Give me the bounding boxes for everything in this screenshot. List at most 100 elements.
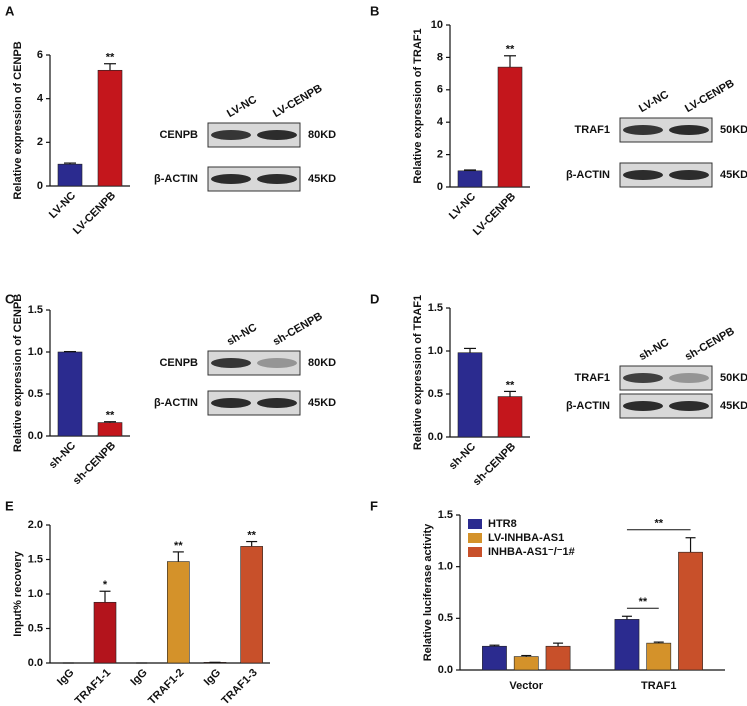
y-tick-label: 0.0	[28, 657, 43, 669]
panel-letter: D	[370, 291, 379, 306]
x-tick-label: sh-NC	[447, 441, 478, 472]
blot-size-label: 80KD	[308, 357, 336, 369]
blot-band	[257, 174, 297, 184]
legend-label: INHBA-AS1⁻/⁻1#	[488, 546, 575, 558]
x-tick-label: LV-CENPB	[471, 191, 518, 238]
panel-letter: E	[5, 498, 14, 513]
blot-band	[669, 373, 709, 383]
x-tick-label: sh-CENPB	[71, 440, 118, 487]
annotation: **	[106, 410, 115, 422]
blot-strip	[207, 350, 301, 376]
bar	[678, 551, 703, 671]
y-tick-label: 0.5	[28, 622, 43, 634]
blot-size-label: 50KD	[720, 372, 747, 384]
x-tick-label: sh-CENPB	[471, 441, 518, 488]
y-tick-label: 6	[37, 49, 43, 61]
bar	[614, 619, 640, 671]
bar	[482, 645, 507, 671]
lane-label: sh-CENPB	[683, 325, 737, 363]
y-axis-label: Relative expression of TRAF1	[412, 28, 424, 183]
lane-label: LV-NC	[637, 89, 671, 116]
lane-label: LV-NC	[225, 94, 259, 121]
lane-label: LV-CENPB	[271, 82, 325, 120]
bar	[513, 656, 539, 671]
y-tick-label: 0.0	[438, 664, 453, 676]
blot-band	[669, 125, 709, 135]
bar	[457, 352, 483, 438]
blot-band	[211, 358, 251, 368]
y-tick-label: 1.5	[428, 302, 443, 314]
y-tick-label: 4	[37, 93, 44, 105]
blot-band	[623, 373, 663, 383]
legend-label: HTR8	[488, 518, 517, 530]
bar	[646, 642, 672, 671]
x-tick-label: LV-NC	[47, 190, 78, 221]
blot-band	[257, 398, 297, 408]
bar	[457, 170, 483, 188]
x-tick-label: LV-CENPB	[71, 190, 118, 237]
y-tick-label: 8	[437, 51, 443, 63]
annotation: **	[506, 44, 515, 56]
y-axis-label: Input% recovery	[12, 550, 24, 636]
y-axis-label: Relative expression of CENPB	[12, 294, 24, 452]
x-tick-label: LV-NC	[447, 191, 478, 222]
annotation: *	[103, 579, 108, 591]
bar	[240, 546, 263, 664]
blot-band	[211, 130, 251, 140]
panel-letter: C	[5, 291, 15, 306]
blot-band	[211, 174, 251, 184]
x-tick-label: TRAF1	[641, 680, 676, 692]
lane-label: LV-CENPB	[683, 77, 737, 115]
x-tick-label: IgG	[128, 667, 149, 688]
blot-size-label: 45KD	[720, 169, 747, 181]
blot-row-label: β-ACTIN	[154, 173, 198, 185]
blot-band	[623, 125, 663, 135]
bar	[57, 351, 83, 437]
panel-letter: A	[5, 3, 15, 18]
blot-row-label: β-ACTIN	[566, 400, 610, 412]
blot-size-label: 45KD	[720, 400, 747, 412]
y-tick-label: 0	[437, 181, 443, 193]
x-tick-label: IgG	[202, 667, 223, 688]
blot-size-label: 80KD	[308, 129, 336, 141]
annotation: **	[654, 518, 663, 530]
legend-label: LV-INHBA-AS1	[488, 532, 564, 544]
annotation: **	[639, 596, 648, 608]
blot-row-label: CENPB	[159, 129, 198, 141]
panel-letter: F	[370, 498, 378, 513]
blot-row-label: β-ACTIN	[154, 397, 198, 409]
blot-band	[669, 401, 709, 411]
y-tick-label: 0.0	[28, 430, 43, 442]
blot-band	[669, 170, 709, 180]
y-tick-label: 1.0	[28, 346, 43, 358]
bar	[93, 601, 117, 664]
y-tick-label: 1.5	[28, 553, 43, 565]
annotation: **	[506, 379, 515, 391]
blot-row-label: TRAF1	[575, 124, 610, 136]
y-tick-label: 0.0	[428, 431, 443, 443]
y-tick-label: 2	[437, 149, 443, 161]
y-tick-label: 1.5	[28, 304, 43, 316]
blot-row-label: β-ACTIN	[566, 169, 610, 181]
bar	[97, 422, 123, 437]
legend-swatch	[468, 533, 482, 543]
y-axis-label: Relative expression of CENPB	[12, 41, 24, 199]
annotation: **	[174, 540, 183, 552]
y-tick-label: 2.0	[28, 519, 43, 531]
legend-swatch	[468, 547, 482, 557]
lane-label: sh-NC	[225, 322, 259, 349]
x-tick-label: TRAF1-3	[219, 667, 259, 706]
blot-size-label: 45KD	[308, 397, 336, 409]
annotation: **	[247, 529, 256, 541]
y-tick-label: 0.5	[438, 612, 453, 624]
panel-letter: B	[370, 3, 379, 18]
bar	[545, 645, 571, 671]
y-tick-label: 0.5	[428, 388, 443, 400]
x-tick-label: TRAF1-2	[146, 667, 186, 706]
y-tick-label: 2	[37, 136, 43, 148]
blot-row-label: CENPB	[159, 357, 198, 369]
blot-row-label: TRAF1	[575, 372, 610, 384]
x-tick-label: sh-NC	[47, 440, 78, 471]
y-axis-label: Relative luciferase activity	[422, 523, 434, 661]
